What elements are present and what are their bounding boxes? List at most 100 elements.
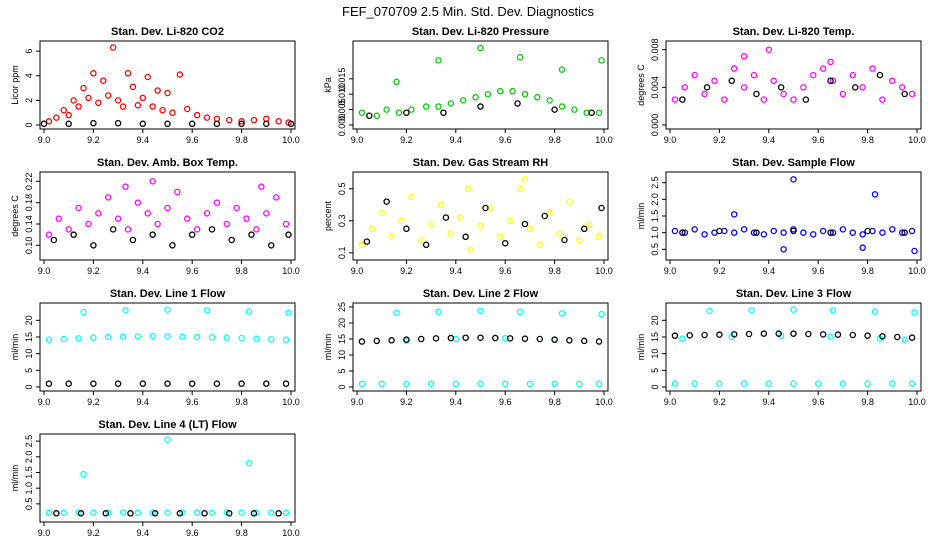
plot-frame (39, 40, 296, 130)
data-point (829, 229, 837, 236)
x-tick-label: 10.0 (282, 266, 300, 276)
data-point (777, 84, 785, 91)
data-point (536, 241, 544, 249)
y-tick-label: 10 (337, 350, 347, 360)
x-tick-label: 9.0 (664, 397, 677, 407)
y-tick-label: 25 (337, 302, 347, 312)
data-point (104, 194, 112, 201)
plot-frame (665, 171, 922, 261)
data-point (358, 338, 366, 345)
data-point (208, 334, 216, 341)
data-point (60, 509, 68, 516)
scatter-panel: Stan. Dev. Line 4 (LT) Flow 9.0 9.2 9.4 9.6 9… (10, 419, 300, 538)
data-point (122, 183, 129, 190)
x-tick-label: 9.4 (763, 397, 776, 407)
data-point (50, 236, 58, 244)
data-point (267, 336, 275, 343)
x-tick-label: 9.6 (186, 528, 199, 538)
data-point (149, 332, 156, 340)
data-point (95, 210, 102, 217)
data-point (790, 227, 797, 235)
data-point (551, 380, 558, 388)
data-point (80, 470, 87, 478)
data-point (213, 380, 221, 387)
data-point (516, 308, 524, 316)
data-point (65, 111, 72, 119)
data-point (144, 73, 151, 81)
data-point (193, 226, 201, 233)
data-point (373, 337, 381, 345)
data-point (440, 109, 447, 116)
data-point (775, 330, 782, 337)
data-point (864, 380, 871, 387)
data-point (730, 229, 738, 236)
x-tick-label: 9.6 (186, 397, 199, 407)
y-tick-label: 0.000 (337, 114, 347, 137)
x-tick-label: 9.8 (548, 266, 561, 276)
x-tick-label: 9.6 (499, 266, 512, 276)
y-tick-label: 0.5 (337, 183, 347, 196)
data-point (225, 510, 233, 517)
data-point (368, 225, 376, 233)
x-tick-label: 9.8 (861, 135, 874, 145)
y-tick-label: 0.000 (650, 114, 660, 137)
data-point (551, 106, 558, 113)
data-point (691, 71, 698, 79)
data-point (395, 109, 403, 116)
data-point (839, 226, 847, 233)
x-tick-label: 9.2 (400, 397, 413, 407)
x-tick-label: 9.0 (351, 266, 364, 276)
data-point (501, 239, 509, 247)
data-point (889, 226, 896, 233)
data-point (477, 103, 484, 110)
x-tick-label: 9.2 (87, 135, 100, 145)
data-point (765, 380, 773, 387)
data-point (267, 242, 275, 249)
data-point (802, 96, 810, 103)
data-point (740, 380, 748, 387)
data-point (462, 334, 469, 341)
y-axis-label: percent (323, 200, 333, 231)
data-point (282, 509, 290, 516)
y-tick-label: 0.1 (337, 247, 347, 260)
data-point (422, 241, 430, 249)
y-tick-label: 4 (24, 73, 34, 78)
data-point (595, 109, 603, 116)
data-point (100, 77, 107, 84)
data-point (176, 510, 184, 517)
scatter-panel: Stan. Dev. Li-820 CO2 9.0 9.2 9.4 9.6 9.8 10.0… (10, 26, 300, 145)
data-point (521, 335, 529, 342)
data-point (134, 199, 142, 206)
x-tick-label: 10.0 (908, 397, 926, 407)
data-point (526, 380, 534, 388)
x-tick-label: 9.6 (812, 397, 825, 407)
data-point (566, 337, 573, 344)
data-point (203, 210, 211, 217)
data-point (174, 188, 181, 196)
y-axis-label: ml/min (636, 334, 646, 361)
y-tick-label: 0.14 (24, 215, 34, 233)
x-tick-label: 9.2 (713, 266, 726, 276)
y-tick-label: 1.0 (650, 226, 660, 239)
data-point (85, 94, 92, 102)
data-point (238, 120, 245, 128)
data-point (558, 310, 566, 317)
x-tick-label: 9.8 (235, 397, 248, 407)
data-point (580, 225, 588, 233)
data-point (393, 78, 400, 86)
data-point (790, 330, 797, 337)
data-point (213, 120, 221, 128)
data-point (104, 92, 112, 99)
data-point (686, 332, 694, 339)
data-point (730, 65, 738, 72)
data-point (363, 238, 371, 245)
data-point (263, 380, 270, 387)
data-point (75, 103, 82, 110)
data-point (154, 87, 161, 94)
x-tick-label: 9.0 (664, 135, 677, 145)
y-tick-label: 15 (24, 332, 34, 342)
data-point (45, 231, 53, 238)
data-point (516, 54, 524, 61)
data-point (149, 231, 156, 238)
data-point (576, 380, 583, 388)
